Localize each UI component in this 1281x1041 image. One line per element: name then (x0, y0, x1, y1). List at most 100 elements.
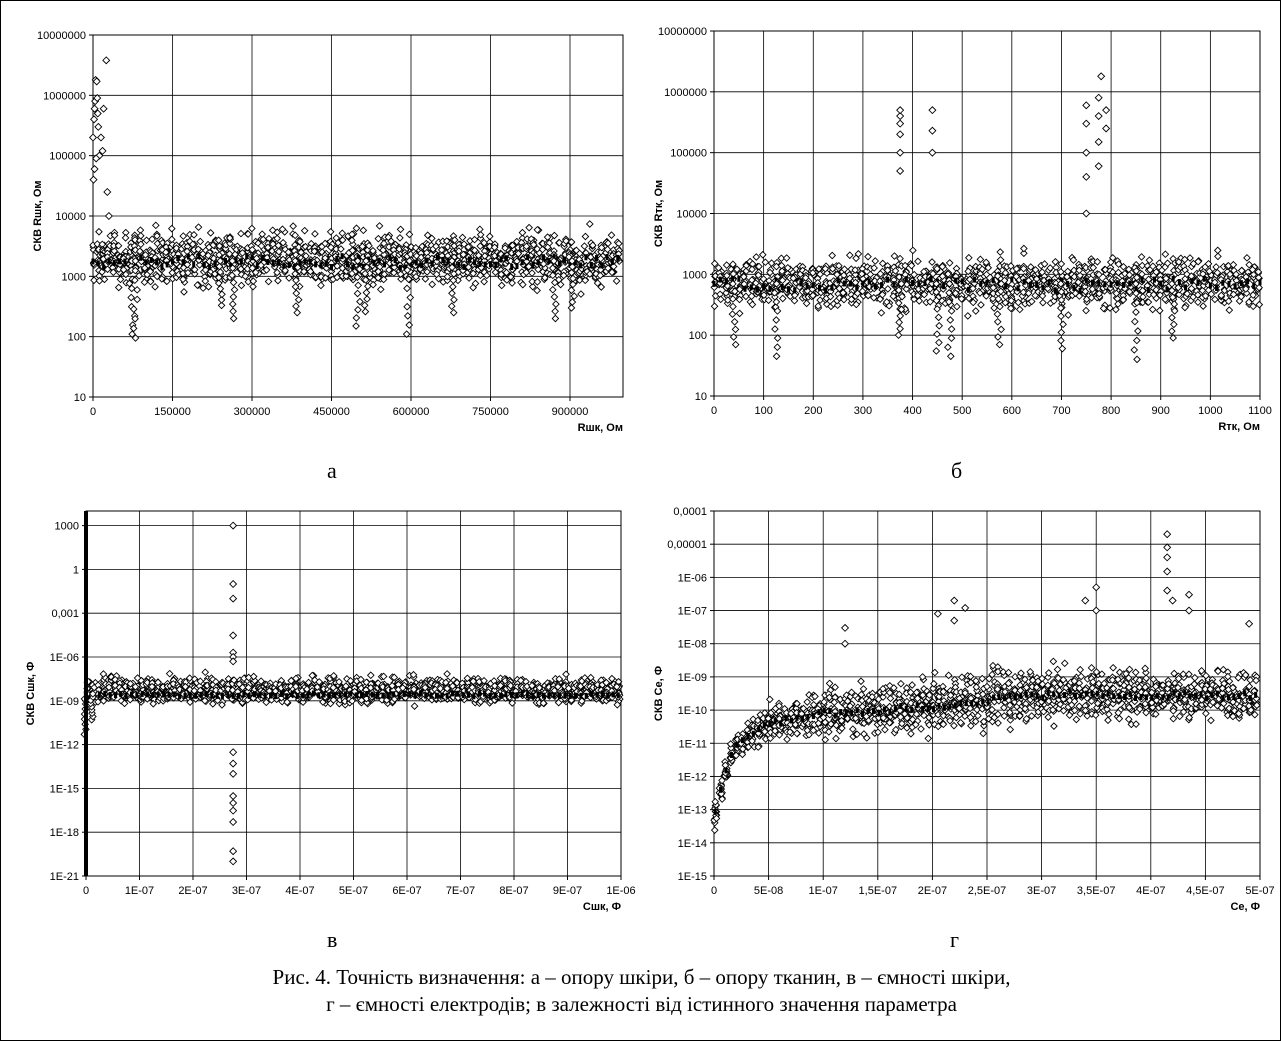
data-point (1038, 268, 1047, 277)
data-point (894, 286, 903, 295)
data-point (403, 284, 411, 293)
data-point (285, 274, 293, 282)
data-point (1125, 287, 1134, 296)
data-point (449, 308, 458, 317)
x-axis-label: Cшк, Ф (583, 901, 621, 913)
data-point (933, 330, 941, 338)
data-point (153, 232, 161, 240)
data-point-cluster (531, 692, 535, 699)
data-point (1057, 312, 1065, 321)
data-point-cluster (418, 690, 422, 697)
data-point-cluster (467, 256, 471, 263)
y-tick-label: 1E-14 (678, 838, 707, 850)
data-point (352, 224, 361, 233)
data-point-cluster (729, 752, 733, 759)
data-point (291, 270, 299, 278)
y-axis-label: СКВ Rтк, Ом (653, 180, 665, 247)
data-point (127, 284, 136, 293)
data-point-cluster (245, 253, 249, 260)
data-point-cluster (388, 254, 392, 261)
data-point (710, 283, 719, 292)
x-tick-label: 100 (754, 405, 772, 417)
data-point-cluster (1028, 281, 1032, 288)
data-point (133, 295, 142, 304)
data-point-cluster (319, 262, 323, 269)
data-point-cluster (960, 278, 964, 285)
data-point (1248, 294, 1257, 303)
data-point (412, 272, 420, 281)
data-point (1019, 264, 1028, 273)
data-point (739, 272, 748, 281)
data-point-cluster (1115, 280, 1119, 287)
data-point (847, 295, 856, 304)
data-point (126, 695, 135, 704)
data-point (1095, 270, 1103, 279)
data-point (188, 253, 196, 262)
data-point-cluster (904, 276, 908, 283)
data-point (1051, 257, 1060, 266)
data-point (385, 266, 393, 274)
data-point (568, 257, 576, 265)
data-point-cluster (119, 691, 123, 698)
data-point (508, 699, 517, 707)
data-point (93, 94, 102, 103)
data-point (1132, 336, 1141, 345)
data-point (310, 676, 319, 684)
data-point (278, 225, 287, 234)
data-point (390, 269, 398, 277)
data-point (783, 263, 792, 272)
data-point-cluster (515, 692, 519, 699)
marker-group (710, 72, 1264, 364)
data-point (833, 301, 842, 310)
data-point (603, 245, 612, 254)
data-point-cluster (445, 692, 449, 699)
data-point (548, 271, 557, 280)
data-point (369, 280, 377, 289)
data-point-cluster (327, 692, 331, 699)
data-point (229, 293, 238, 301)
data-point (727, 754, 735, 762)
data-point (877, 309, 886, 317)
data-point (1194, 298, 1202, 307)
data-point-cluster (563, 257, 567, 264)
data-point-cluster (1047, 279, 1051, 286)
data-point (1217, 291, 1226, 300)
data-point (896, 119, 905, 128)
data-point (1175, 290, 1183, 299)
data-point (262, 266, 271, 274)
data-point (1082, 148, 1091, 157)
data-point (748, 737, 756, 745)
data-point (1075, 292, 1084, 300)
data-point (758, 250, 767, 259)
data-point (1102, 124, 1111, 133)
data-point (1082, 263, 1090, 272)
data-point (482, 271, 491, 280)
data-point (1027, 297, 1036, 306)
data-point (244, 683, 253, 692)
data-point (588, 241, 597, 250)
data-point (131, 682, 140, 691)
data-point (938, 262, 947, 271)
data-point (1205, 267, 1214, 276)
data-point (102, 56, 111, 65)
data-point-cluster (584, 254, 588, 261)
x-tick-label: 2,5E-07 (968, 885, 1007, 897)
data-point-cluster (1122, 281, 1125, 288)
data-point (1249, 291, 1257, 299)
data-point (133, 285, 141, 294)
data-point (1201, 292, 1210, 300)
data-point (136, 231, 145, 240)
data-point (772, 316, 781, 324)
data-point (153, 272, 161, 281)
data-point (128, 330, 136, 339)
data-point (321, 239, 329, 248)
x-tick-label: 6E-07 (392, 885, 421, 897)
data-point (528, 282, 537, 291)
data-point (1204, 259, 1213, 268)
data-point (470, 235, 479, 244)
data-point-cluster (830, 284, 834, 291)
data-point (943, 343, 952, 352)
data-point (196, 677, 205, 686)
data-point-cluster (333, 691, 337, 698)
data-point (257, 677, 265, 685)
